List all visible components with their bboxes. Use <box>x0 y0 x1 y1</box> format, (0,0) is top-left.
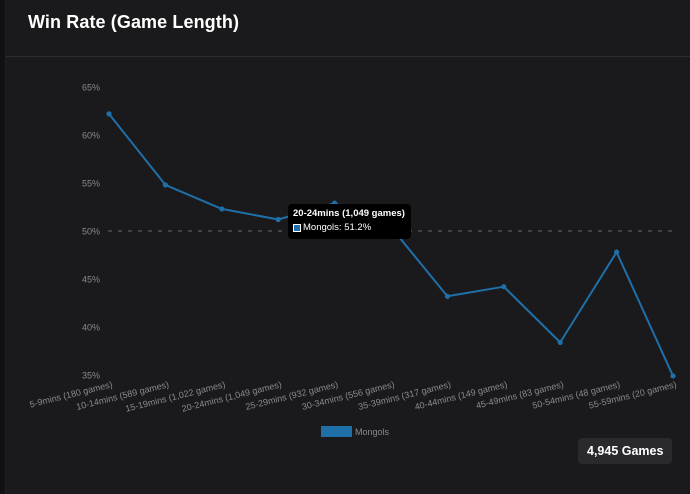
data-tooltip: 20-24mins (1,049 games) Mongols: 51.2% <box>288 204 411 239</box>
data-point[interactable] <box>444 293 450 299</box>
tooltip-row: Mongols: 51.2% <box>293 221 405 235</box>
y-tick-label: 45% <box>82 275 100 285</box>
total-games-badge: 4,945 Games <box>578 438 673 464</box>
legend[interactable]: Mongols <box>321 426 390 437</box>
y-axis: 35% 40% 45% 50% 55% 60% 65% <box>82 83 100 381</box>
y-tick-label: 40% <box>82 323 100 333</box>
y-tick-label: 55% <box>82 179 100 189</box>
series-line-mongols <box>108 113 674 377</box>
y-tick-label: 65% <box>82 83 100 93</box>
data-point[interactable] <box>275 216 281 223</box>
tooltip-value: 51.2% <box>344 222 372 233</box>
series-layer <box>106 111 676 379</box>
data-point[interactable] <box>219 206 225 212</box>
card-header: Win Rate (Game Length) <box>6 0 690 57</box>
data-point[interactable] <box>106 111 112 117</box>
x-axis: 5-9mins (180 games)10-14mins (589 games)… <box>29 379 678 414</box>
tooltip-swatch <box>293 224 301 232</box>
y-tick-label: 60% <box>82 131 100 141</box>
data-point[interactable] <box>557 339 563 345</box>
tooltip-series: Mongols <box>303 222 339 233</box>
line-chart: 35% 40% 45% 50% 55% 60% 65% 5-9mins (180 games… <box>29 83 678 437</box>
legend-label[interactable]: Mongols <box>355 427 390 437</box>
legend-swatch <box>321 426 352 437</box>
data-point[interactable] <box>501 284 507 290</box>
data-point[interactable] <box>614 249 620 255</box>
data-point[interactable] <box>162 182 168 188</box>
y-tick-label: 50% <box>82 227 100 237</box>
tooltip-title: 20-24mins (1,049 games) <box>293 208 405 219</box>
data-point[interactable] <box>670 373 676 379</box>
y-tick-label: 35% <box>82 371 100 381</box>
chart-card: Win Rate (Game Length) 35% 40% 45% 50% 55% 60… <box>5 0 690 494</box>
chart-title: Win Rate (Game Length) <box>28 12 240 32</box>
